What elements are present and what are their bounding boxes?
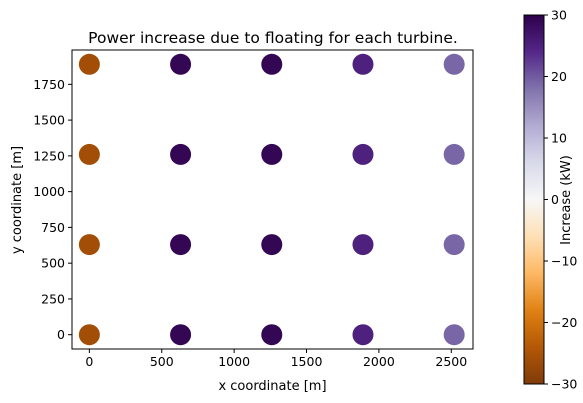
- turbine-point-12: [170, 234, 192, 256]
- colorbar-tick-label: 30: [551, 8, 567, 23]
- turbine-point-6: [78, 143, 100, 165]
- y-tick-label: 750: [41, 220, 65, 235]
- turbine-point-14: [352, 234, 374, 256]
- x-axis-label: x coordinate [m]: [218, 379, 326, 394]
- x-axis-ticks: 0 500 1000 1500 2000 2500: [85, 349, 467, 369]
- colorbar-tick-label: 0: [551, 192, 559, 207]
- turbine-point-18: [261, 324, 283, 346]
- turbine-point-16: [78, 324, 100, 346]
- plot-area: [72, 50, 473, 349]
- x-tick-label: 0: [85, 354, 93, 369]
- turbine-point-11: [78, 234, 100, 256]
- turbine-point-20: [443, 324, 465, 346]
- y-axis-label: y coordinate [m]: [10, 146, 25, 254]
- colorbar-ticks: −30 −20 −10 0 10 20 30: [544, 8, 577, 392]
- plot-frame: [71, 49, 474, 350]
- points-layer: [78, 53, 465, 346]
- turbine-point-17: [170, 324, 192, 346]
- turbine-point-13: [261, 234, 283, 256]
- y-tick-label: 1000: [33, 184, 65, 199]
- turbine-point-9: [352, 143, 374, 165]
- turbine-point-8: [261, 143, 283, 165]
- turbine-point-15: [443, 234, 465, 256]
- y-tick-label: 0: [57, 327, 65, 342]
- colorbar-frame: [523, 14, 545, 385]
- y-tick-label: 1750: [33, 77, 65, 92]
- y-tick-label: 500: [41, 256, 65, 271]
- x-tick-label: 2000: [363, 354, 395, 369]
- x-tick-label: 2500: [435, 354, 467, 369]
- colorbar-tick-label: 20: [551, 69, 567, 84]
- colorbar-label: Increase (kW): [559, 155, 574, 245]
- colorbar-tick-label: −30: [551, 377, 577, 392]
- turbine-point-7: [170, 143, 192, 165]
- turbine-point-4: [352, 53, 374, 75]
- y-axis-ticks: 0 250 500 750 1000 1250 1500 1750: [33, 77, 72, 342]
- colorbar: [524, 15, 544, 384]
- y-tick-label: 1250: [33, 148, 65, 163]
- y-tick-label: 250: [41, 291, 65, 306]
- turbine-point-3: [261, 53, 283, 75]
- y-tick-label: 1500: [33, 113, 65, 128]
- colorbar-tick-label: 10: [551, 131, 567, 146]
- x-tick-label: 500: [150, 354, 174, 369]
- turbine-point-1: [78, 53, 100, 75]
- x-tick-label: 1000: [218, 354, 250, 369]
- colorbar-tick-label: −10: [551, 254, 577, 269]
- turbine-point-19: [352, 324, 374, 346]
- colorbar-tick-label: −20: [551, 315, 577, 330]
- x-tick-label: 1500: [291, 354, 323, 369]
- chart-title: Power increase due to floating for each …: [88, 29, 458, 47]
- turbine-point-2: [170, 53, 192, 75]
- turbine-point-10: [443, 143, 465, 165]
- turbine-point-5: [443, 53, 465, 75]
